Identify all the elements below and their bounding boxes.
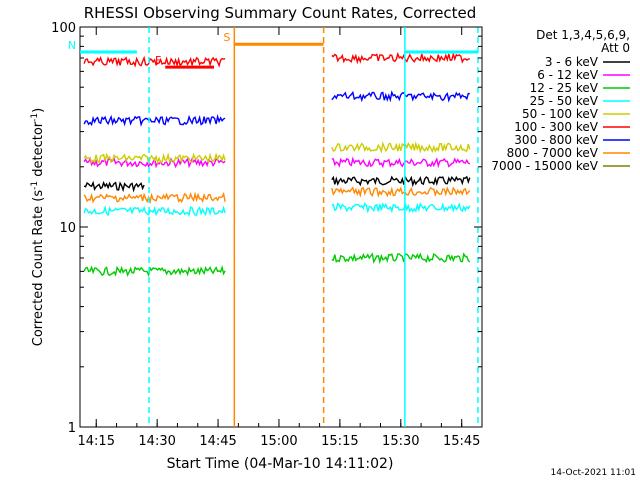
x-tick-label-3: 15:00 — [260, 434, 297, 449]
x-tick-label-1: 14:30 — [138, 434, 175, 449]
plot-layer: N F S — [68, 27, 479, 427]
series-trace-5-1 — [331, 51, 471, 65]
series-trace-7-1 — [331, 186, 471, 198]
x-axis-label: Start Time (04-Mar-10 14:11:02) — [167, 456, 394, 472]
y-axis-label-end: ) — [31, 108, 46, 113]
series-trace-0-0 — [83, 180, 145, 193]
y-axis-label-sup1: -1 — [30, 181, 40, 190]
legend-subtitle: Att 0 — [601, 41, 630, 55]
y-axis-label-main: Corrected Count Rate (s — [31, 190, 46, 347]
legend-label-5: 100 - 300 keV — [514, 120, 598, 134]
y-tick-label-2: 100 — [51, 21, 76, 36]
y-tick-label-0: 1 — [68, 421, 76, 436]
legend-title: Det 1,3,4,5,6,9, — [536, 28, 630, 42]
y-axis-label-sup2: -1 — [30, 113, 40, 122]
series-trace-1-1 — [331, 156, 471, 169]
series-trace-6-0 — [83, 113, 226, 127]
series-trace-6-1 — [331, 90, 470, 103]
y-axis-label-mid: detector — [31, 121, 46, 181]
series-trace-2-1 — [331, 252, 471, 265]
series-trace-4-1 — [331, 141, 471, 154]
x-tick-label-4: 15:15 — [321, 434, 358, 449]
tick-layer: 14:15 14:30 14:45 15:00 15:15 15:30 15:45 1 10 10… — [51, 21, 483, 449]
legend-label-6: 300 - 800 keV — [514, 133, 598, 147]
legend-label-4: 50 - 100 keV — [522, 107, 599, 121]
series-trace-2-0 — [83, 265, 226, 278]
flag-label-3: S — [223, 31, 230, 44]
legend-label-3: 25 - 50 keV — [530, 94, 599, 108]
legend-label-7: 800 - 7000 keV — [507, 146, 599, 160]
series-trace-4-0 — [83, 152, 226, 165]
series-trace-3-1 — [331, 201, 471, 214]
x-tick-label-2: 14:45 — [199, 434, 236, 449]
x-tick-label-6: 15:45 — [443, 434, 480, 449]
legend-label-8: 7000 - 15000 keV — [491, 159, 598, 173]
plot-frame — [79, 26, 483, 428]
flag-label-0: N — [68, 39, 76, 52]
legend-label-0: 3 - 6 keV — [545, 55, 599, 69]
legend-label-1: 6 - 12 keV — [537, 68, 599, 82]
y-axis-label: Corrected Count Rate (s-1 detector-1) — [30, 108, 46, 346]
y-tick-label-1: 10 — [59, 221, 76, 236]
series-trace-5-0 — [83, 55, 226, 68]
flag-label-2: F — [155, 54, 161, 67]
legend-label-2: 12 - 25 keV — [530, 81, 599, 95]
series-trace-3-0 — [83, 205, 226, 217]
x-tick-label-5: 15:30 — [382, 434, 419, 449]
series-trace-0-1 — [331, 174, 471, 188]
series-trace-7-0 — [83, 191, 226, 205]
chart-title: RHESSI Observing Summary Count Rates, Co… — [84, 4, 477, 22]
footer-date: 14-Oct-2021 11:01 — [551, 468, 636, 478]
x-tick-label-0: 14:15 — [78, 434, 115, 449]
